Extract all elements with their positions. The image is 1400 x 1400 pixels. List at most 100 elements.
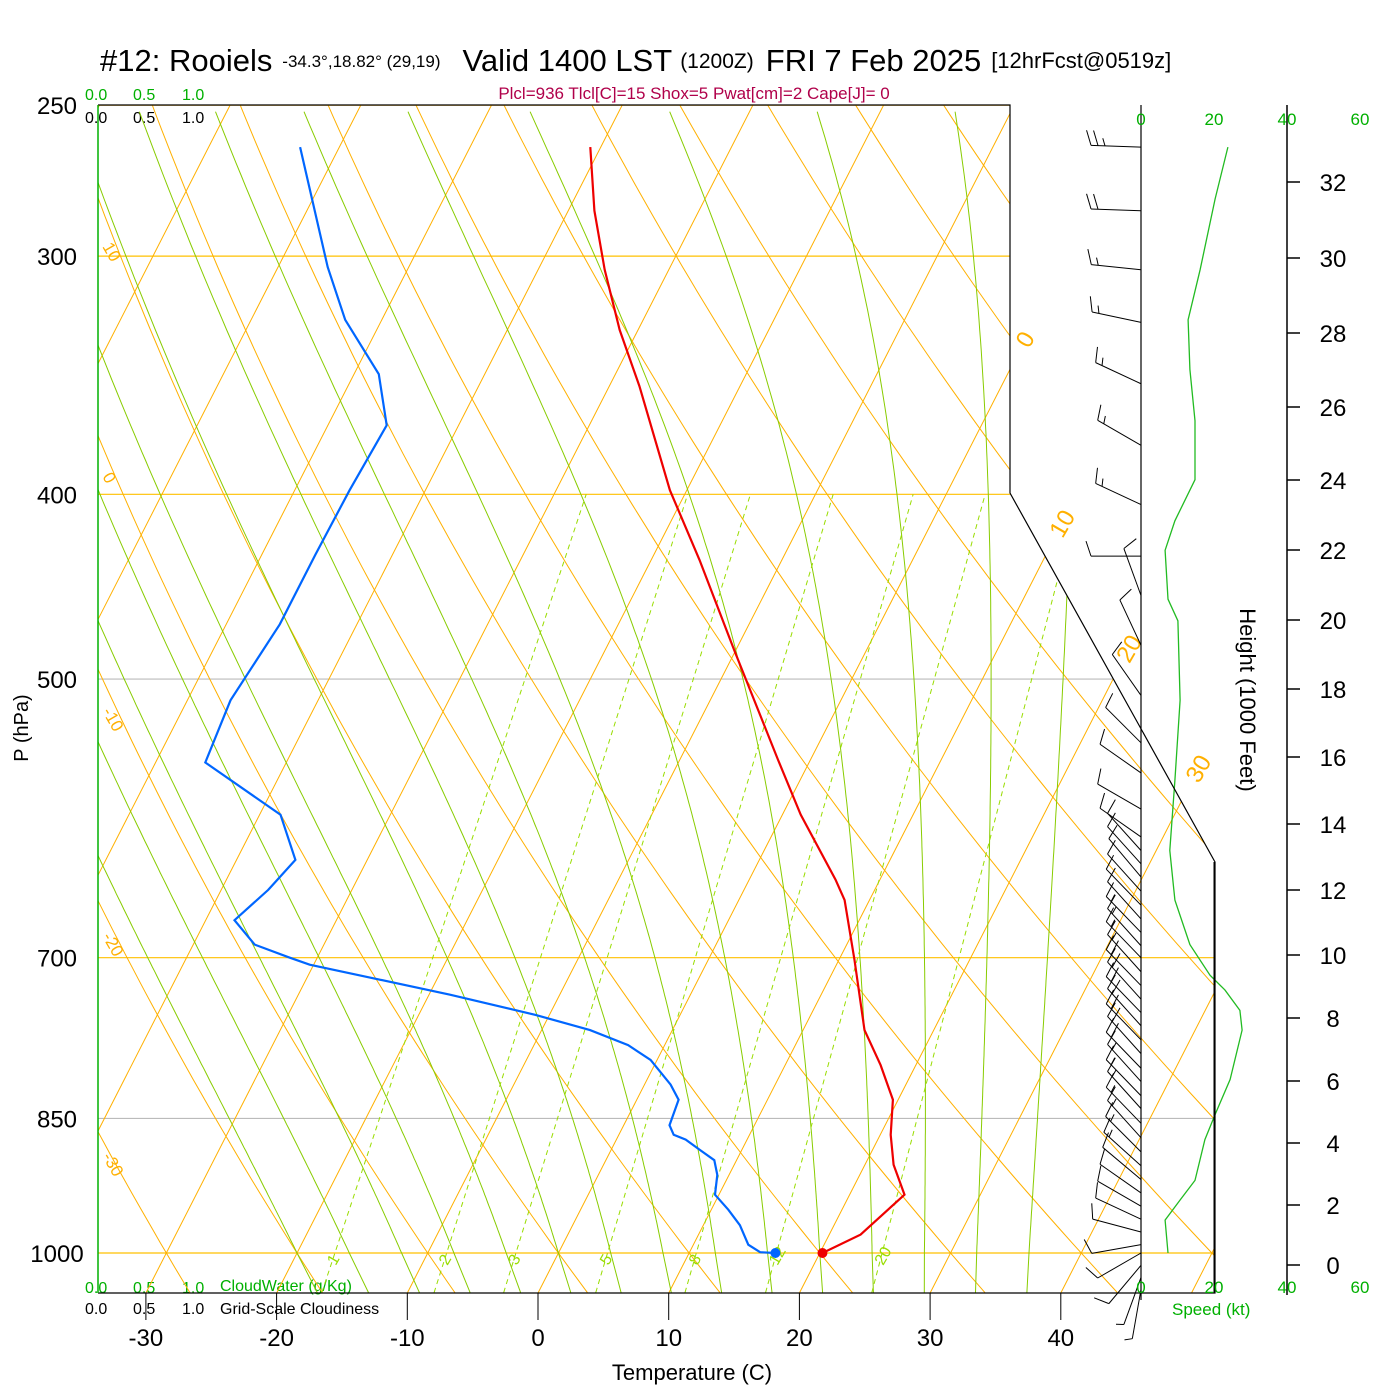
wind-barb-staff	[1107, 908, 1142, 947]
temperature-tick-label: 10	[655, 1325, 682, 1352]
isotherm-line	[799, 105, 1215, 1293]
wind-barb	[1105, 854, 1142, 906]
wind-barb-flag	[1108, 824, 1118, 839]
cloud-scale-bottom: 0.0 0.5 1.0 CloudWater (g/Kg) 0.0 0.5 1.…	[85, 1278, 379, 1318]
speed-axis-title: Speed (kt)	[1172, 1300, 1250, 1319]
wind-barb-staff	[1099, 743, 1142, 774]
pressure-tick-label: 850	[37, 1106, 77, 1133]
height-tick-label: 4	[1326, 1131, 1339, 1158]
wind-barb	[1105, 1073, 1142, 1124]
title-station: #12: Rooiels	[100, 43, 272, 78]
wind-barb-flag	[1123, 538, 1137, 549]
wind-barb-staff	[1107, 853, 1142, 892]
moist-adiabat-line	[98, 137, 318, 1293]
dry-adiabat-line	[151, 105, 853, 1293]
wind-barb	[1105, 989, 1142, 1041]
wind-barb-flag	[1110, 940, 1119, 955]
wind-barb	[1099, 792, 1142, 838]
y-axis-title: P (hPa)	[11, 694, 33, 761]
moist-adiabat-line	[529, 111, 824, 1293]
wind-barb	[1105, 935, 1142, 986]
wind-barb-flag	[1110, 1114, 1115, 1122]
wind-barb-flag	[1107, 974, 1116, 989]
moist-adiabat-line	[669, 111, 874, 1293]
plot-frame	[98, 104, 1216, 1294]
mixing-ratio-line	[321, 494, 587, 1293]
wind-barb	[1095, 467, 1142, 506]
mixing-ratio-line	[433, 494, 689, 1293]
wind-barb-flag	[1099, 728, 1106, 745]
wind-barb	[1085, 540, 1141, 557]
dry-adiabat-line	[591, 105, 1215, 1293]
wind-barb-staff	[1091, 264, 1142, 271]
wind-barb-staff	[1097, 419, 1142, 446]
dry-adiabat-line	[503, 105, 1215, 1293]
wind-barb	[1087, 249, 1142, 271]
height-tick-label: 0	[1326, 1253, 1339, 1280]
wind-barb-flag	[1110, 919, 1116, 927]
speed-tick-label: 0	[1136, 110, 1145, 129]
wind-barb-staff	[1123, 1277, 1142, 1325]
wind-barb-flag	[1101, 478, 1104, 487]
wind-barb-flag	[1103, 415, 1106, 424]
pressure-tick-label: 700	[37, 946, 77, 973]
mixing-ratio-line	[684, 494, 914, 1293]
wind-barb-flag	[1105, 1045, 1115, 1060]
wind-barb	[1107, 812, 1142, 865]
wind-barb	[1097, 1165, 1142, 1207]
wind-barb-staff	[1111, 654, 1142, 696]
wind-barb	[1107, 920, 1142, 973]
wind-barb	[1124, 1289, 1142, 1341]
wind-barb-flag	[1095, 346, 1098, 363]
wind-barb-flag	[1105, 907, 1115, 922]
temperature-tick-label: -10	[390, 1325, 425, 1352]
wind-barb	[1091, 1203, 1142, 1233]
wind-barb-staff	[1107, 812, 1142, 851]
height-tick-label: 6	[1326, 1069, 1339, 1096]
wind-barb-flag	[1091, 1203, 1094, 1220]
wind-barb-flag	[1085, 1267, 1099, 1279]
wind-barb-flag	[1119, 588, 1132, 601]
wind-barb	[1105, 693, 1142, 744]
wind-barb	[1107, 974, 1142, 1027]
pressure-tick-label: 300	[37, 244, 77, 271]
moist-adiabat-line	[303, 111, 723, 1293]
wind-barb-staff	[1097, 1180, 1142, 1207]
wind-barb-flag	[1108, 1129, 1113, 1138]
wind-barb	[1103, 1117, 1142, 1167]
wind-barb	[1086, 130, 1142, 148]
wind-barb-staff	[1108, 838, 1142, 878]
wind-barb-flag	[1124, 1338, 1133, 1341]
wind-barb-flag	[1105, 935, 1115, 950]
title-date: FRI 7 Feb 2025	[766, 43, 981, 78]
wind-barb-flag	[1102, 1132, 1109, 1148]
height-axis-title: Height (1000 Feet)	[1235, 608, 1260, 791]
wind-barb-flag	[1107, 840, 1116, 855]
dry-adiabat-line	[98, 105, 588, 1293]
cloudiness-tick: 0.5	[133, 1301, 155, 1318]
wind-barb-flag	[1085, 540, 1092, 557]
wind-barb-flag	[1111, 906, 1117, 915]
wind-barb-staff	[1097, 1252, 1142, 1279]
height-tick-label: 32	[1320, 170, 1347, 197]
wind-barb-staff	[1107, 1100, 1142, 1139]
speed-tick-label: 0	[1136, 1278, 1145, 1297]
surface-dewpoint-dot	[770, 1248, 781, 1258]
pressure-tick-label: 400	[37, 482, 77, 509]
wind-barb-flag	[1107, 1057, 1116, 1072]
wind-barb-flag	[1097, 768, 1102, 785]
dry-adiabat-line	[1383, 105, 1400, 1293]
cloud-scale-top: 0.0 0.5 1.0 0.0 0.5 1.0	[85, 87, 204, 127]
dry-adiabat-line	[98, 105, 456, 1293]
wind-barb-flag	[1101, 357, 1104, 366]
isotherm-line	[1060, 105, 1215, 1293]
wind-barb	[1107, 1086, 1142, 1139]
wind-barb-flag	[1105, 962, 1115, 977]
height-tick-label: 26	[1320, 395, 1347, 422]
moist-adiabat-line	[98, 111, 369, 1293]
wind-barb	[1095, 1182, 1142, 1220]
wind-barb-staff	[1099, 1163, 1142, 1194]
cloudwater-tick: 0.5	[133, 1280, 155, 1297]
wind-barb-flag	[1105, 854, 1115, 870]
